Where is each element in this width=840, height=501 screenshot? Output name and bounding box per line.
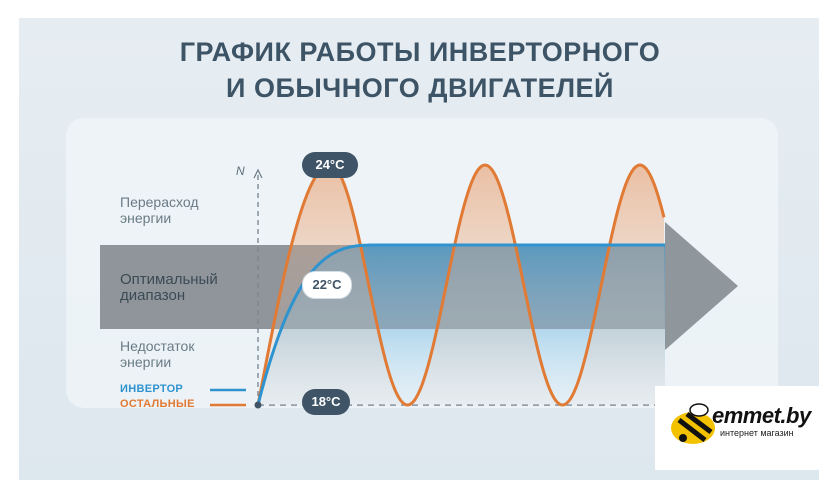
y-axis-arrow [253, 168, 263, 179]
zone-label-shortage: Недостаток энергии [120, 338, 194, 370]
zone-optimal-line2: диапазон [120, 287, 186, 304]
zone-overuse-line1: Перерасход [120, 194, 199, 210]
badge-22c: 22°C [302, 271, 352, 299]
logo-tagline: интернет магазин [720, 428, 794, 438]
zone-optimal-line1: Оптимальный [120, 271, 218, 288]
legend-inverter: ИНВЕРТОР [120, 383, 184, 395]
badge-24c: 24°C [302, 152, 358, 178]
logo-name: emmet.by [712, 403, 811, 428]
chart-title: ГРАФИК РАБОТЫ ИНВЕРТОРНОГО И ОБЫЧНОГО ДВ… [0, 34, 840, 106]
zone-shortage-line2: энергии [120, 354, 172, 370]
badge-18c: 18°C [302, 389, 350, 415]
logo-area [655, 386, 840, 470]
others-area [258, 165, 665, 405]
plot-area [100, 163, 666, 409]
zone-label-overuse: Перерасход энергии [120, 194, 198, 226]
bee-icon [671, 403, 715, 444]
origin-point [254, 401, 262, 409]
legend-others: ОСТАЛЬНЫЕ [120, 398, 195, 410]
title-line-1: ГРАФИК РАБОТЫ ИНВЕРТОРНОГО [179, 37, 661, 67]
y-axis-label: N [236, 164, 245, 178]
zone-shortage-line1: Недостаток [120, 338, 195, 354]
title-line-2: И ОБЫЧНОГО ДВИГАТЕЛЕЙ [226, 73, 614, 103]
zone-label-optimal: Оптимальный диапазон [120, 272, 218, 304]
optimal-band-overlay [100, 245, 665, 329]
zone-overuse-line2: энергии [120, 210, 172, 226]
inverter-line [256, 243, 665, 406]
